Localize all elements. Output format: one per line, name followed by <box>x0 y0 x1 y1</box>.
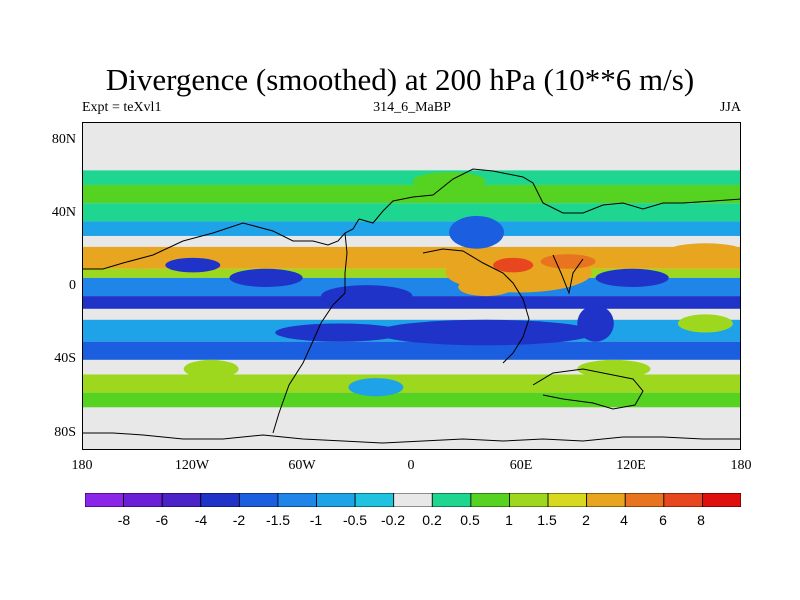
colorbar-swatch <box>547 493 588 507</box>
colorbar-label: 4 <box>620 512 628 528</box>
colorbar-label: -8 <box>117 512 131 528</box>
colorbar-label: 6 <box>659 512 667 528</box>
x-tick-label: 60E <box>509 458 533 473</box>
colorbar-label: 0.5 <box>460 512 480 528</box>
colorbar-swatches <box>85 493 741 507</box>
colorbar-swatch <box>624 493 665 507</box>
field-band <box>83 170 740 185</box>
coastline-australia <box>532 368 644 410</box>
field-anomaly <box>458 277 514 297</box>
colorbar-label: -1.5 <box>265 512 291 528</box>
coastline-india <box>552 254 584 295</box>
coastline-antarctica <box>83 432 740 444</box>
field-band <box>83 203 740 222</box>
colorbar-swatch <box>238 493 279 507</box>
x-tick-label: 60W <box>288 458 316 473</box>
colorbar-label: -1 <box>309 512 323 528</box>
x-tick-label: 120E <box>616 458 646 473</box>
y-tick-label: 40N <box>51 205 76 220</box>
field-anomaly <box>348 378 404 397</box>
x-tick-label: 0 <box>407 458 415 473</box>
field-band <box>83 392 740 408</box>
y-tick-label: 80N <box>51 132 76 147</box>
field-anomaly <box>493 257 534 273</box>
coastline-south-america <box>272 232 348 434</box>
divergence-field <box>83 123 740 449</box>
field-anomaly <box>677 314 733 333</box>
field-anomaly <box>375 319 596 346</box>
x-tick-label: 180 <box>71 458 93 473</box>
field-band <box>83 268 740 278</box>
map-plot-area <box>82 122 741 450</box>
coastline-africa <box>422 248 530 364</box>
coastline-eurasia <box>358 168 740 224</box>
colorbar-swatch <box>663 493 703 507</box>
colorbar-swatch <box>200 493 240 507</box>
colorbar-label: -4 <box>194 512 208 528</box>
field-anomaly <box>577 359 651 379</box>
field-band <box>83 296 740 309</box>
field-band <box>83 235 740 247</box>
field-band <box>83 374 740 393</box>
colorbar-swatch <box>277 493 317 507</box>
colorbar-label: -6 <box>155 512 169 528</box>
colorbar-swatch <box>161 493 202 507</box>
field-band <box>83 359 740 375</box>
colorbar-swatch <box>393 493 433 507</box>
run-label: 314_6_MaBP <box>373 100 451 115</box>
colorbar-label: 1.5 <box>537 512 557 528</box>
colorbar-swatch <box>470 493 510 507</box>
field-anomaly <box>412 172 486 191</box>
colorbar-swatch <box>123 493 163 507</box>
field-anomaly <box>229 268 303 287</box>
x-tick-label: 180 <box>730 458 752 473</box>
field-anomaly <box>275 323 404 342</box>
field-anomaly <box>165 257 221 273</box>
experiment-label: Expt = teXvl1 <box>82 100 162 115</box>
y-tick-label: 40S <box>54 351 76 366</box>
y-tick-label: 80S <box>54 425 76 440</box>
colorbar-swatch <box>431 493 472 507</box>
colorbar-swatch <box>316 493 356 507</box>
colorbar-label: 2 <box>582 512 590 528</box>
colorbar-label: 1 <box>505 512 513 528</box>
field-anomaly <box>668 243 740 258</box>
colorbar-label: 0.2 <box>422 512 442 528</box>
field-band <box>83 308 740 320</box>
chart-title: Divergence (smoothed) at 200 hPa (10**6 … <box>105 62 695 97</box>
colorbar-swatch <box>509 493 549 507</box>
field-anomaly <box>449 215 505 249</box>
field-band <box>83 184 740 204</box>
colorbar-swatch <box>85 493 124 507</box>
colorbar-label: -0.5 <box>342 512 368 528</box>
colorbar-swatch <box>702 493 741 507</box>
colorbar <box>85 493 741 507</box>
field-anomaly <box>540 254 596 269</box>
x-tick-label: 120W <box>174 458 210 473</box>
colorbar-label: -2 <box>232 512 246 528</box>
colorbar-label: 8 <box>697 512 705 528</box>
field-anomaly <box>320 285 413 308</box>
colorbar-label: -0.2 <box>380 512 406 528</box>
season-label: JJA <box>719 100 741 115</box>
field-band <box>83 341 740 360</box>
field-anomaly <box>595 268 669 287</box>
y-tick-label: 0 <box>69 278 76 293</box>
field-anomaly <box>577 305 614 342</box>
colorbar-swatch <box>586 493 626 507</box>
coastline-north-america <box>83 218 360 270</box>
field-band <box>83 221 740 236</box>
coastline-outlines <box>83 168 740 444</box>
colorbar-swatch <box>354 493 395 507</box>
field-anomaly <box>183 359 239 379</box>
